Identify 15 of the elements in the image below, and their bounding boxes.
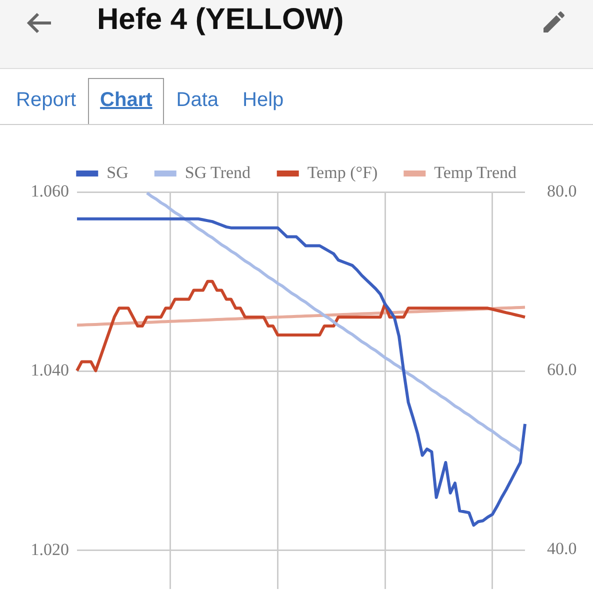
text: Help <box>242 88 285 113</box>
text: Report <box>15 88 78 113</box>
text: Data <box>175 88 220 113</box>
y-tick-label: 1.020 <box>30 540 69 559</box>
y-tick-label: 1.060 <box>30 181 69 200</box>
legend-label: Temp (°F) <box>307 162 378 182</box>
chart-title: Hefe 4 (YELLOW) <box>97 3 344 37</box>
y2-tick-label: 60.0 <box>547 360 577 380</box>
y2-tick-label: 40.0 <box>547 538 577 558</box>
y2-tick-label: 80.0 <box>547 181 577 200</box>
text: Chart <box>88 78 164 124</box>
legend-label: Temp Trend <box>434 162 518 182</box>
y-tick-label: 1.040 <box>30 360 69 380</box>
legend-label: SG Trend <box>184 162 252 182</box>
legend-label: SG <box>106 162 128 182</box>
